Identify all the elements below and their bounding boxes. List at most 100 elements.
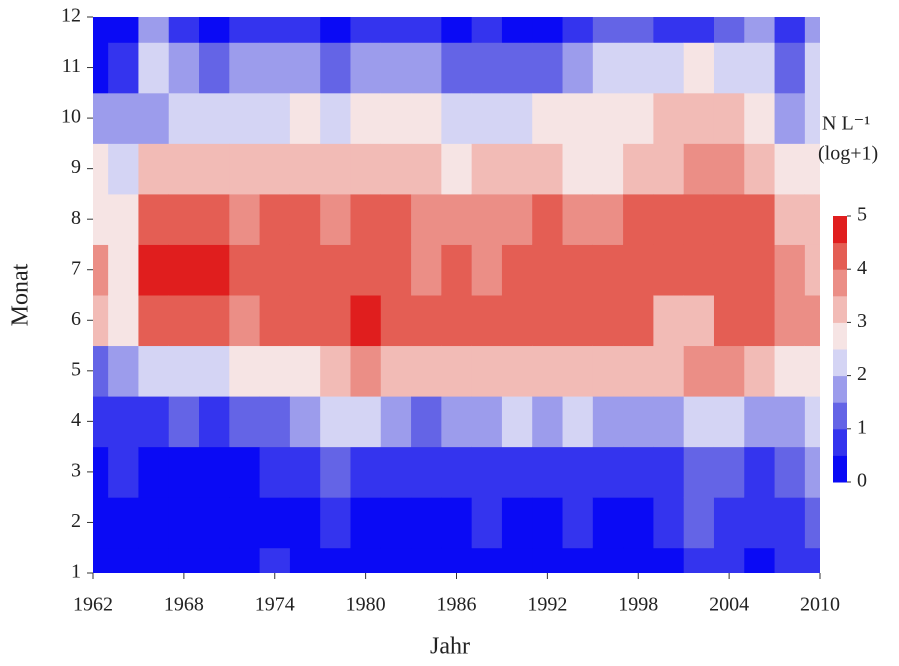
- heat-cell: [562, 92, 594, 144]
- heat-cell: [683, 143, 715, 195]
- heat-cell: [138, 295, 170, 347]
- heat-cell: [562, 17, 594, 43]
- heat-cell: [562, 547, 594, 573]
- heat-cell: [289, 143, 321, 195]
- heat-cell: [713, 295, 745, 347]
- heat-cell: [168, 345, 200, 397]
- heat-cell: [683, 92, 715, 144]
- heat-cell: [592, 143, 624, 195]
- colorbar-band: [833, 242, 847, 270]
- heat-cell: [774, 244, 806, 296]
- heat-cell: [108, 244, 139, 296]
- heat-cell: [774, 143, 806, 195]
- heat-cell: [592, 345, 624, 397]
- heat-cell: [623, 42, 654, 94]
- heat-cell: [108, 92, 139, 144]
- heat-cell: [653, 396, 685, 448]
- heat-cell: [441, 193, 473, 245]
- heat-cell: [380, 295, 412, 347]
- heat-cell: [683, 295, 715, 347]
- heat-cell: [411, 92, 442, 144]
- heat-cell: [259, 497, 291, 549]
- heat-cell: [138, 92, 170, 144]
- heat-cell: [259, 547, 291, 573]
- heat-cell: [259, 396, 291, 448]
- heat-cell: [623, 143, 654, 195]
- heat-cell: [562, 193, 594, 245]
- heat-cell: [441, 17, 473, 43]
- heat-cell: [471, 244, 503, 296]
- heat-cell: [501, 244, 533, 296]
- heat-cell: [138, 193, 170, 245]
- heat-cell: [774, 396, 806, 448]
- heat-cell: [380, 345, 412, 397]
- heat-cell: [199, 547, 230, 573]
- colorbar-band: [833, 349, 847, 377]
- y-tick-label: 5: [71, 358, 81, 380]
- heat-cell: [93, 396, 109, 448]
- heat-cell: [532, 396, 564, 448]
- heat-cell: [380, 92, 412, 144]
- colorbar-band: [833, 295, 847, 323]
- heat-cell: [199, 17, 230, 43]
- heat-cell: [259, 17, 291, 43]
- heat-cell: [592, 244, 624, 296]
- heat-cell: [441, 244, 473, 296]
- heat-cell: [168, 295, 200, 347]
- heat-cell: [229, 396, 261, 448]
- heat-cell: [774, 446, 806, 498]
- heat-cell: [713, 244, 745, 296]
- heat-cell: [380, 547, 412, 573]
- heat-cell: [168, 396, 200, 448]
- heat-cell: [411, 345, 442, 397]
- heat-cell: [350, 446, 382, 498]
- heat-cell: [229, 244, 261, 296]
- heat-cell: [532, 547, 564, 573]
- heat-cell: [744, 396, 776, 448]
- heat-cell: [653, 345, 685, 397]
- y-tick-label: 4: [71, 409, 81, 431]
- heat-cell: [411, 244, 442, 296]
- heat-cell: [441, 547, 473, 573]
- heat-cell: [108, 143, 139, 195]
- heat-cell: [350, 396, 382, 448]
- heat-cell: [471, 345, 503, 397]
- heat-cell: [683, 17, 715, 43]
- heat-cell: [744, 143, 776, 195]
- heat-cell: [320, 547, 351, 573]
- heat-cell: [653, 295, 685, 347]
- heat-cell: [592, 193, 624, 245]
- heat-cell: [350, 143, 382, 195]
- heat-cell: [744, 497, 776, 549]
- heat-cell: [683, 396, 715, 448]
- heat-cell: [774, 295, 806, 347]
- heat-cell: [713, 345, 745, 397]
- heat-cell: [592, 17, 624, 43]
- heat-cell: [804, 547, 820, 573]
- heat-cell: [380, 143, 412, 195]
- heat-cell: [774, 345, 806, 397]
- heat-cell: [229, 193, 261, 245]
- colorbar-tick-label: 3: [857, 310, 867, 332]
- colorbar-band: [833, 402, 847, 430]
- heat-cell: [744, 42, 776, 94]
- heat-cell: [289, 446, 321, 498]
- heat-cell: [471, 92, 503, 144]
- heat-cell: [320, 244, 351, 296]
- heat-cell: [350, 497, 382, 549]
- heat-cell: [774, 497, 806, 549]
- heat-cell: [411, 193, 442, 245]
- heat-cell: [320, 143, 351, 195]
- heat-cell: [774, 92, 806, 144]
- heat-cell: [93, 143, 109, 195]
- heat-cell: [532, 497, 564, 549]
- x-tick-label: 1992: [527, 594, 567, 616]
- heat-cell: [350, 92, 382, 144]
- heat-cell: [501, 497, 533, 549]
- heat-cell: [653, 143, 685, 195]
- heat-cell: [532, 92, 564, 144]
- heat-cell: [623, 396, 654, 448]
- x-axis-label: Jahr: [430, 634, 470, 660]
- heat-cell: [259, 244, 291, 296]
- heat-cell: [683, 193, 715, 245]
